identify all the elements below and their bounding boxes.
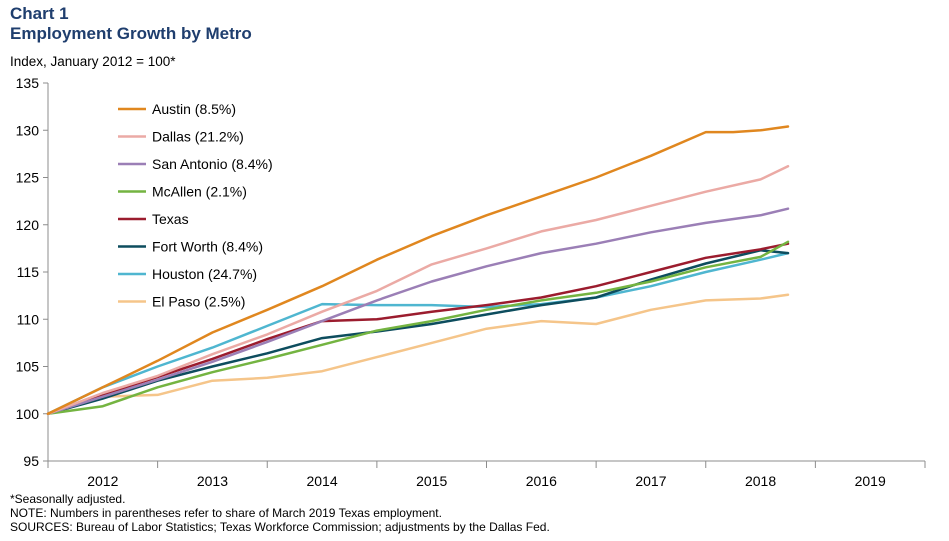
note-seasonal: *Seasonally adjusted. bbox=[10, 492, 126, 506]
x-tick-label: 2016 bbox=[526, 473, 557, 489]
y-tick-label: 125 bbox=[16, 170, 40, 186]
series-line-1 bbox=[46, 164, 790, 416]
chart-subtitle: Employment Growth by Metro bbox=[10, 24, 252, 43]
x-tick-label: 2012 bbox=[87, 473, 118, 489]
series-line-7 bbox=[46, 293, 790, 416]
line-chart: 95 100 105 110 115 120 125 130 135 2012 2013 2014 20… bbox=[16, 75, 926, 489]
note-sources: SOURCES: Bureau of Labor Statistics; Tex… bbox=[10, 520, 550, 534]
series-line-2 bbox=[46, 207, 790, 416]
series-line-5 bbox=[46, 249, 790, 416]
legend-label: Houston (24.7%) bbox=[152, 266, 257, 282]
note-parentheses: NOTE: Numbers in parentheses refer to sh… bbox=[10, 506, 442, 520]
x-tick-label: 2014 bbox=[306, 473, 337, 489]
legend-label: Fort Worth (8.4%) bbox=[152, 239, 263, 255]
series-line-4 bbox=[46, 242, 790, 416]
series-line-0 bbox=[46, 125, 790, 416]
y-tick-label: 130 bbox=[16, 122, 40, 138]
series-line-6 bbox=[46, 251, 790, 416]
x-tick-label: 2019 bbox=[855, 473, 886, 489]
chart-title: Chart 1 bbox=[10, 4, 69, 23]
y-tick-label: 95 bbox=[23, 453, 39, 469]
legend-label: McAllen (2.1%) bbox=[152, 184, 247, 200]
legend-label: Dallas (21.2%) bbox=[152, 129, 244, 145]
x-tick-label: 2017 bbox=[635, 473, 666, 489]
y-tick-label: 120 bbox=[16, 217, 40, 233]
x-tick-label: 2013 bbox=[197, 473, 228, 489]
legend-label: San Antonio (8.4%) bbox=[152, 156, 273, 172]
y-tick-label: 135 bbox=[16, 75, 40, 91]
series-line-3 bbox=[46, 240, 790, 416]
y-tick-label: 100 bbox=[16, 406, 40, 422]
y-tick-label: 115 bbox=[17, 264, 40, 280]
chart-notes: *Seasonally adjusted. NOTE: Numbers in p… bbox=[10, 492, 550, 534]
legend-label: El Paso (2.5%) bbox=[152, 294, 245, 310]
x-tick-label: 2018 bbox=[745, 473, 776, 489]
x-tick-label: 2015 bbox=[416, 473, 447, 489]
y-tick-label: 110 bbox=[17, 311, 40, 327]
legend-label: Texas bbox=[152, 211, 189, 227]
y-axis-unit: Index, January 2012 = 100* bbox=[10, 54, 176, 69]
y-tick-label: 105 bbox=[16, 359, 40, 375]
legend-label: Austin (8.5%) bbox=[152, 101, 236, 117]
